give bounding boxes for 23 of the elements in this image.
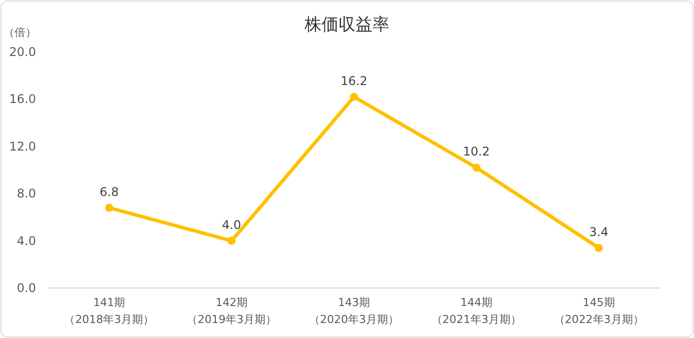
x-tick-label: 141期（2018年3月期）	[64, 296, 154, 326]
y-tick-label: 20.0	[9, 45, 36, 59]
y-tick-label: 8.0	[16, 186, 36, 201]
data-label: 6.8	[100, 184, 119, 199]
point	[350, 92, 358, 101]
point	[228, 236, 236, 245]
point	[105, 204, 114, 212]
data-label: 4.0	[222, 218, 242, 232]
y-tick-label: 16.0	[9, 92, 36, 106]
y-tick-label: 4.0	[16, 234, 36, 248]
y-tick-label: 0.0	[16, 281, 36, 295]
x-tick-label: 145期（2022年3月期）	[554, 296, 644, 326]
chart-title: 株価収益率	[304, 15, 390, 35]
data-label: 3.4	[589, 224, 608, 239]
point	[594, 244, 603, 252]
point	[472, 164, 480, 172]
x-tick-label: 142期（2019年3月期）	[186, 296, 277, 326]
x-tick-label: 143期（2020年3月期）	[309, 296, 399, 326]
x-tick-label: 144期（2021年3月期）	[431, 296, 522, 326]
data-label: 10.2	[463, 144, 490, 159]
y-axis-title: （倍）	[4, 26, 36, 39]
y-tick-label: 12.0	[9, 139, 36, 154]
data-label: 16.2	[340, 74, 368, 88]
